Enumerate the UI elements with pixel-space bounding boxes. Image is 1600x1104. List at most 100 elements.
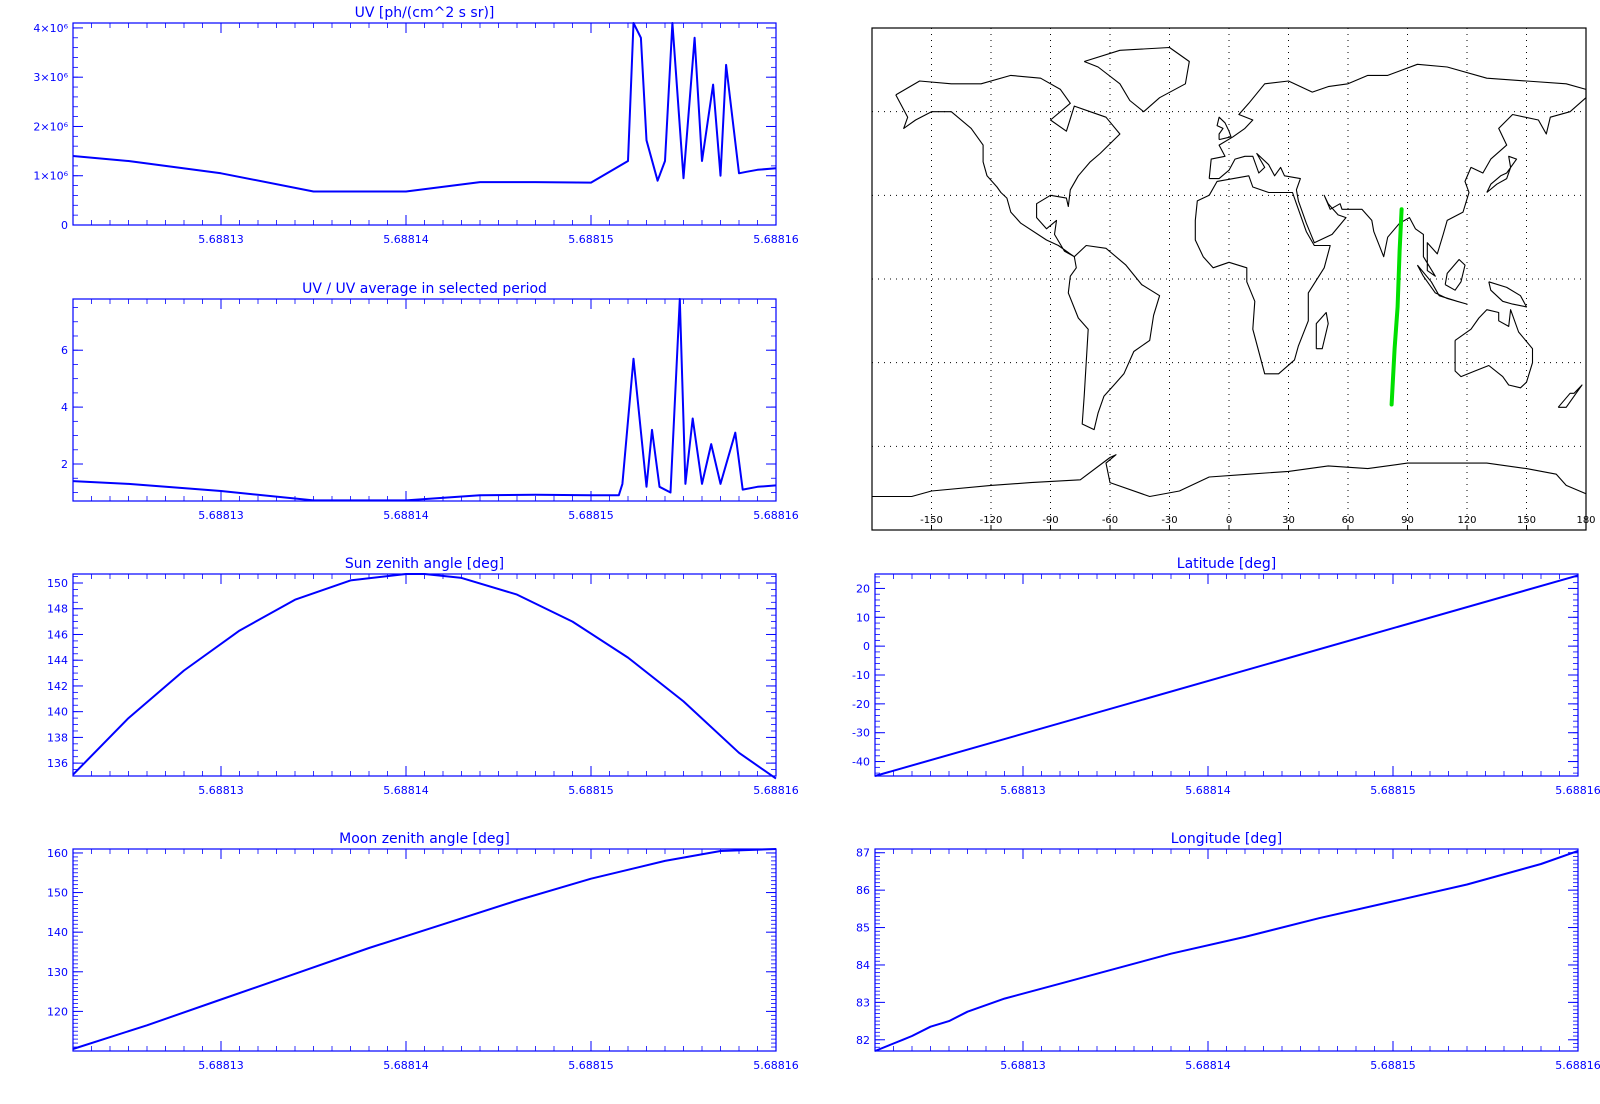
y-tick-label: 144	[47, 654, 68, 667]
y-tick-label: 138	[47, 731, 68, 744]
y-tick-label: 142	[47, 680, 68, 693]
map-lon-tick-label: 180	[1576, 515, 1595, 526]
series-line	[72, 848, 777, 1050]
x-tick-label: 5.68815	[568, 233, 614, 246]
map-lon-tick-label: -120	[980, 515, 1003, 526]
x-tick-label: 5.68815	[1370, 1059, 1416, 1072]
map-lon-tick-label: 30	[1282, 515, 1295, 526]
y-tick-label: 136	[47, 757, 68, 770]
series-line	[72, 573, 777, 780]
coastline-madagascar	[1315, 311, 1329, 350]
y-tick-label: 148	[47, 603, 68, 616]
y-tick-label: 140	[47, 926, 68, 939]
coastline-uk	[1216, 116, 1232, 141]
coastline-north-america	[895, 74, 1121, 258]
y-tick-label: 2	[61, 458, 68, 471]
y-tick-label: -40	[852, 756, 870, 769]
x-tick-label: 5.68813	[1000, 1059, 1046, 1072]
y-tick-label: 1×10⁶	[33, 170, 68, 183]
y-tick-label: 140	[47, 706, 68, 719]
y-tick-label: 83	[856, 996, 870, 1009]
map-lon-tick-label: 0	[1226, 515, 1232, 526]
x-tick-label: 5.68814	[383, 784, 429, 797]
y-tick-label: -30	[852, 727, 870, 740]
y-tick-label: 10	[856, 611, 870, 624]
y-tick-label: 82	[856, 1034, 870, 1047]
coastline-africa	[1194, 175, 1331, 375]
chart-title: UV / UV average in selected period	[302, 281, 547, 297]
map-lon-tick-label: -60	[1102, 515, 1118, 526]
y-tick-label: 150	[47, 577, 68, 590]
y-tick-label: 130	[47, 966, 68, 979]
y-tick-label: 6	[61, 344, 68, 357]
coastline-japan	[1486, 155, 1518, 193]
y-tick-label: 150	[47, 887, 68, 900]
coastline-australia	[1454, 309, 1534, 389]
y-tick-label: -10	[852, 669, 870, 682]
series-line	[874, 574, 1579, 777]
map-lon-tick-label: -150	[920, 515, 943, 526]
x-tick-label: 5.68816	[753, 1059, 799, 1072]
x-tick-label: 5.68815	[568, 784, 614, 797]
x-tick-label: 5.68813	[1000, 784, 1046, 797]
coastline-south-america	[1067, 244, 1161, 431]
coastline-borneo	[1444, 258, 1466, 291]
x-tick-label: 5.68816	[753, 509, 799, 522]
x-tick-label: 5.68813	[198, 233, 244, 246]
map-lon-tick-label: 60	[1342, 515, 1355, 526]
chart-sza: Sun zenith angle [deg] 5.68813 5.68814 5.68…	[47, 556, 799, 797]
y-tick-label: 120	[47, 1005, 68, 1018]
coastline-europe-asia	[1208, 63, 1587, 277]
y-tick-label: 84	[856, 959, 870, 972]
x-tick-label: 5.68814	[383, 509, 429, 522]
plot-frame	[72, 848, 777, 1052]
series-line	[874, 849, 1579, 1052]
y-tick-label: 0	[61, 219, 68, 232]
plot-frame	[874, 848, 1579, 1052]
y-tick-label: 2×10⁶	[33, 120, 68, 133]
series-line	[72, 22, 777, 193]
x-tick-label: 5.68815	[1370, 784, 1416, 797]
y-tick-label: 160	[47, 847, 68, 860]
chart-title: UV [ph/(cm^2 s sr)]	[355, 5, 495, 21]
y-tick-label: 0	[863, 640, 870, 653]
chart-uvratio: UV / UV average in selected period 5.6881…	[61, 281, 799, 522]
x-tick-label: 5.68814	[383, 233, 429, 246]
chart-uv: UV [ph/(cm^2 s sr)] 5.68813 5.68814 5.68815…	[33, 5, 798, 246]
series-line	[72, 298, 777, 502]
x-tick-label: 5.68814	[1185, 1059, 1231, 1072]
y-tick-label: 87	[856, 847, 870, 860]
world-map: -150 -120 -90 -60 -30 0 30 60 90 120 150 180	[871, 27, 1596, 531]
x-tick-label: 5.68815	[568, 509, 614, 522]
x-tick-label: 5.68816	[1555, 1059, 1600, 1072]
map-lon-tick-label: 90	[1401, 515, 1414, 526]
x-tick-label: 5.68813	[198, 1059, 244, 1072]
x-tick-label: 5.68814	[1185, 784, 1231, 797]
chart-lat: Latitude [deg] 5.68813 5.68814 5.68815 5.688…	[852, 556, 1600, 797]
y-tick-label: 85	[856, 922, 870, 935]
coastline-greenland	[1083, 46, 1190, 113]
coastline-antarctica	[872, 454, 1587, 498]
x-tick-label: 5.68813	[198, 784, 244, 797]
y-tick-label: 146	[47, 628, 68, 641]
chart-lon: Longitude [deg] 5.68813 5.68814 5.68815 5.68…	[856, 831, 1600, 1072]
y-tick-label: -20	[852, 698, 870, 711]
chart-title: Sun zenith angle [deg]	[345, 556, 504, 572]
coastline-new-guinea	[1488, 281, 1528, 308]
coastline-new-zealand	[1557, 384, 1583, 408]
map-lon-tick-label: -30	[1161, 515, 1177, 526]
x-tick-label: 5.68815	[568, 1059, 614, 1072]
coastline-indonesia	[1416, 264, 1468, 305]
map-lon-tick-label: 120	[1457, 515, 1476, 526]
y-tick-label: 86	[856, 884, 870, 897]
y-tick-label: 3×10⁶	[33, 71, 68, 84]
x-tick-label: 5.68814	[383, 1059, 429, 1072]
y-tick-label: 4×10⁶	[33, 22, 68, 35]
y-tick-label: 4	[61, 401, 68, 414]
chart-title: Moon zenith angle [deg]	[339, 831, 510, 847]
chart-title: Latitude [deg]	[1177, 556, 1276, 572]
chart-mza: Moon zenith angle [deg] 5.68813 5.68814 5.6…	[47, 831, 799, 1072]
x-tick-label: 5.68816	[753, 233, 799, 246]
